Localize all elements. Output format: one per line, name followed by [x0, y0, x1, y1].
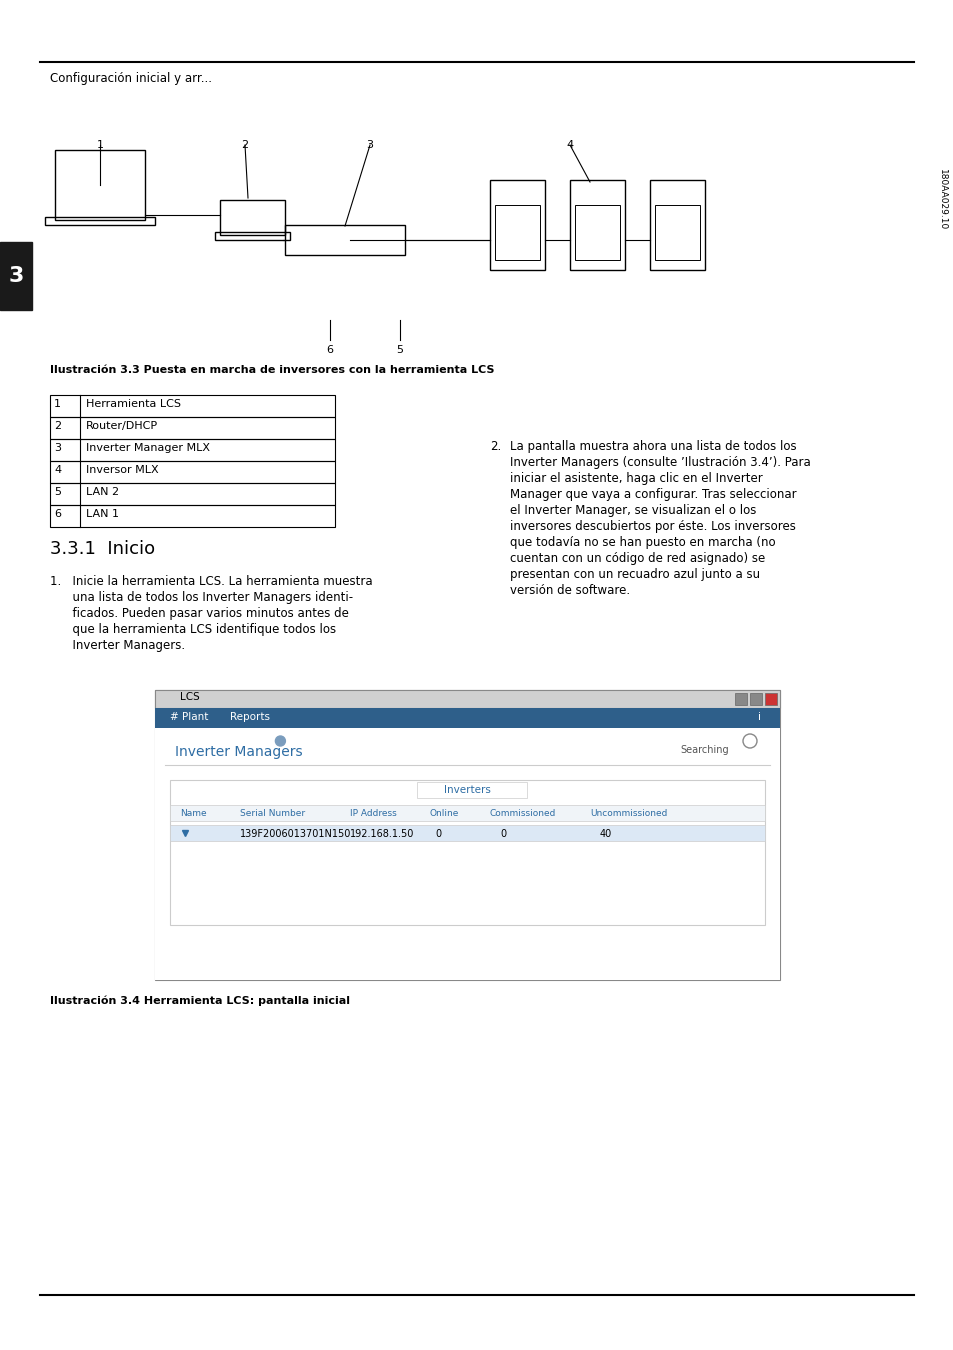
Bar [45, 217, 154, 225]
Bar [50, 396, 335, 417]
Text: 192.168.1.50: 192.168.1.50 [350, 829, 414, 838]
Bar [50, 417, 335, 439]
Bar [416, 782, 526, 798]
Text: presentan con un recuadro azul junto a su: presentan con un recuadro azul junto a s… [510, 568, 760, 580]
Bar [495, 205, 539, 261]
Text: Configuración inicial y arr...: Configuración inicial y arr... [50, 72, 212, 85]
Text: 3: 3 [366, 140, 374, 150]
Bar [50, 439, 335, 460]
Bar [749, 693, 761, 705]
Text: 6: 6 [54, 509, 61, 518]
Text: LCS: LCS [180, 693, 199, 702]
Text: Reports: Reports [230, 711, 270, 722]
Text: Inverter Managers: Inverter Managers [174, 745, 302, 759]
Text: 180AA029.10: 180AA029.10 [937, 169, 945, 231]
Text: 5: 5 [54, 487, 61, 497]
Text: # Plant: # Plant [170, 711, 208, 722]
Text: Inversor MLX: Inversor MLX [86, 464, 158, 475]
Text: 3: 3 [9, 266, 24, 286]
Text: Inverters: Inverters [443, 784, 490, 795]
Text: 6: 6 [326, 346, 334, 355]
Bar [170, 825, 764, 841]
Bar [170, 805, 764, 821]
Bar [220, 200, 285, 235]
Bar [575, 205, 619, 261]
Text: 1: 1 [54, 400, 61, 409]
Text: 4: 4 [54, 464, 61, 475]
Text: el Inverter Manager, se visualizan el o los: el Inverter Manager, se visualizan el o … [510, 504, 756, 517]
Text: LAN 1: LAN 1 [86, 509, 119, 518]
Bar [170, 780, 764, 925]
Bar [214, 232, 290, 240]
Text: 3: 3 [54, 443, 61, 454]
Text: 1: 1 [96, 140, 103, 150]
Bar [154, 690, 780, 980]
Text: 0: 0 [499, 829, 506, 838]
Text: 4: 4 [566, 140, 573, 150]
Text: versión de software.: versión de software. [510, 585, 630, 597]
Text: ficados. Pueden pasar varios minutos antes de: ficados. Pueden pasar varios minutos ant… [50, 608, 349, 620]
Bar [50, 505, 335, 526]
Text: Commissioned: Commissioned [490, 809, 556, 818]
Text: Manager que vaya a configurar. Tras seleccionar: Manager que vaya a configurar. Tras sele… [510, 487, 796, 501]
Bar [154, 707, 780, 728]
Bar [734, 693, 746, 705]
Text: 5: 5 [396, 346, 403, 355]
Text: 139F2006013701N150: 139F2006013701N150 [240, 829, 351, 838]
Text: Uncommissioned: Uncommissioned [589, 809, 667, 818]
Text: 2: 2 [54, 421, 61, 431]
Text: La pantalla muestra ahora una lista de todos los: La pantalla muestra ahora una lista de t… [510, 440, 796, 454]
Bar [655, 205, 700, 261]
Text: Ilustración 3.4 Herramienta LCS: pantalla inicial: Ilustración 3.4 Herramienta LCS: pantall… [50, 995, 350, 1006]
Bar [0, 242, 32, 310]
Text: cuentan con un código de red asignado) se: cuentan con un código de red asignado) s… [510, 552, 764, 566]
Text: Router/DHCP: Router/DHCP [86, 421, 158, 431]
Text: iniciar el asistente, haga clic en el Inverter: iniciar el asistente, haga clic en el In… [510, 472, 762, 485]
Text: 40: 40 [599, 829, 612, 838]
Circle shape [275, 736, 285, 747]
Text: 0: 0 [435, 829, 440, 838]
Text: Name: Name [180, 809, 207, 818]
Text: Inverter Manager MLX: Inverter Manager MLX [86, 443, 210, 454]
Bar [154, 728, 780, 980]
Text: Ilustración 3.3 Puesta en marcha de inversores con la herramienta LCS: Ilustración 3.3 Puesta en marcha de inve… [50, 364, 494, 375]
Text: LAN 2: LAN 2 [86, 487, 119, 497]
Bar [55, 150, 145, 220]
Text: una lista de todos los Inverter Managers identi-: una lista de todos los Inverter Managers… [50, 591, 353, 603]
Text: IP Address: IP Address [350, 809, 396, 818]
Text: 2: 2 [241, 140, 249, 150]
Bar [285, 225, 405, 255]
Text: Searching: Searching [679, 745, 728, 755]
Text: 1.   Inicie la herramienta LCS. La herramienta muestra: 1. Inicie la herramienta LCS. La herrami… [50, 575, 373, 589]
Text: 3.3.1  Inicio: 3.3.1 Inicio [50, 540, 155, 558]
Bar [154, 690, 780, 707]
Text: que la herramienta LCS identifique todos los: que la herramienta LCS identifique todos… [50, 622, 335, 636]
Text: Inverter Managers.: Inverter Managers. [50, 639, 185, 652]
Text: Serial Number: Serial Number [240, 809, 305, 818]
Text: que todavía no se han puesto en marcha (no: que todavía no se han puesto en marcha (… [510, 536, 775, 549]
Bar [490, 180, 544, 270]
Bar [50, 460, 335, 483]
Text: i: i [758, 711, 760, 722]
Text: Herramienta LCS: Herramienta LCS [86, 400, 181, 409]
Bar [50, 483, 335, 505]
Bar [569, 180, 624, 270]
Text: Inverter Managers (consulte ’Ilustración 3.4’). Para: Inverter Managers (consulte ’Ilustración… [510, 456, 810, 468]
Bar [764, 693, 776, 705]
Text: inversores descubiertos por éste. Los inversores: inversores descubiertos por éste. Los in… [510, 520, 795, 533]
Text: 2.: 2. [490, 440, 500, 454]
Text: Online: Online [430, 809, 459, 818]
Bar [649, 180, 704, 270]
